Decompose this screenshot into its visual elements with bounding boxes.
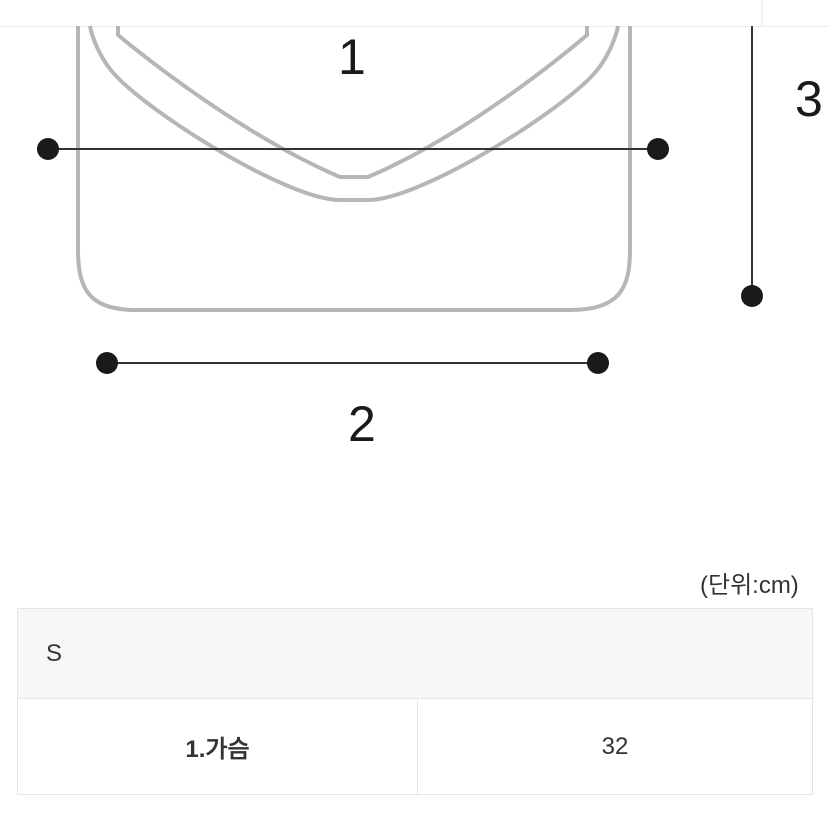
row-label: 1.가슴 — [18, 699, 418, 795]
row-value: 32 — [418, 699, 813, 795]
measure-line-3 — [741, 26, 763, 307]
measure-line-2-dot-right — [587, 352, 609, 374]
measure-line-3-dot-bottom — [741, 285, 763, 307]
measure-line-1-dot-right — [647, 138, 669, 160]
size-table-header-row: S — [18, 609, 813, 699]
size-table: S 1.가슴 32 — [17, 608, 813, 795]
measure-line-2-dot-left — [96, 352, 118, 374]
measure-line-1-dot-left — [37, 138, 59, 160]
diagram-label-2: 2 — [348, 395, 376, 453]
table-row: 1.가슴 32 — [18, 699, 813, 795]
measure-line-1 — [37, 138, 669, 160]
measure-line-2 — [96, 352, 609, 374]
size-table-header: S — [18, 609, 813, 699]
unit-label: (단위:cm) — [700, 565, 799, 600]
diagram-label-1: 1 — [338, 28, 366, 86]
diagram-label-3: 3 — [795, 70, 823, 128]
